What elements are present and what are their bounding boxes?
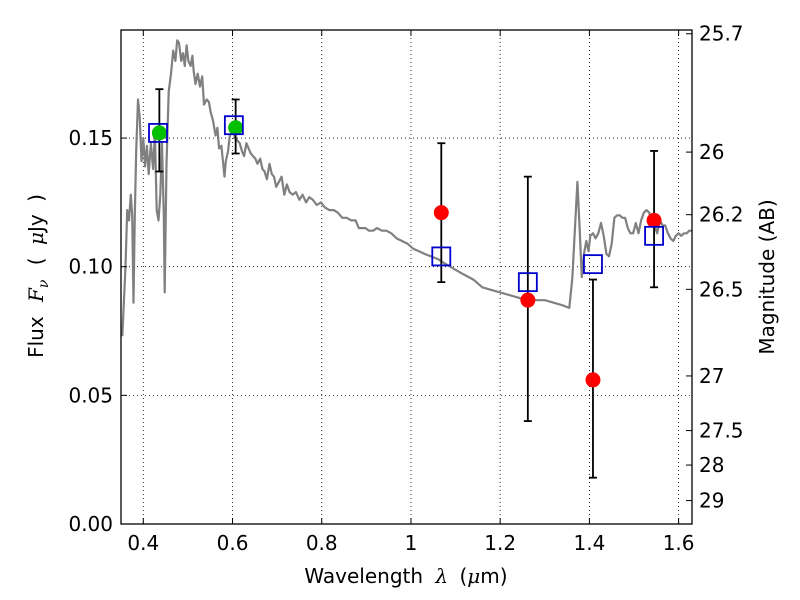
magnitude-tick-label: 28 [699, 453, 724, 477]
x-tick-label: 1.4 [573, 531, 605, 555]
plot-background [121, 30, 692, 524]
model-boxes [148, 115, 664, 293]
magnitude-axis-title: Magnitude (AB) [755, 199, 779, 354]
y-tick-label: 0.00 [68, 512, 113, 536]
magnitude-tick-label: 25.7 [699, 22, 744, 46]
observed-point [520, 292, 536, 308]
observed-point [433, 205, 449, 221]
y-tick-label: 0.15 [68, 126, 113, 150]
model-box [644, 225, 664, 246]
y-tick-label: 0.10 [68, 255, 113, 279]
magnitude-axis-ticks: 25.7 26 26.2 26.5 27 27.5 28 29 [686, 22, 744, 513]
x-axis-ticks: 0.4 0.6 0.8 1 1.2 1.4 1.6 [127, 30, 695, 555]
sed-line [121, 39, 692, 337]
x-tick-label: 0.4 [127, 531, 159, 555]
magnitude-tick-label: 27 [699, 364, 724, 388]
magnitude-tick-label: 29 [699, 489, 724, 513]
plot-frame [120, 29, 693, 525]
x-tick-label: 1.2 [484, 531, 516, 555]
y-axis-title: Flux Fν ( μJy ) [24, 194, 53, 358]
model-box [148, 123, 168, 143]
observed-point [151, 125, 167, 141]
model-box [223, 115, 244, 136]
y-tick-label: 0.05 [68, 383, 113, 407]
magnitude-tick-label: 27.5 [699, 419, 744, 443]
observed-point [646, 212, 662, 228]
x-tick-label: 1.6 [663, 531, 695, 555]
observed-points [151, 120, 662, 388]
model-box [517, 272, 538, 293]
model-box [431, 246, 452, 267]
magnitude-tick-label: 26 [699, 140, 724, 164]
observed-point [228, 120, 244, 136]
sed-series [121, 39, 692, 337]
x-axis-title: Wavelength λ (μm) [304, 564, 507, 588]
magnitude-tick-label: 26.5 [699, 277, 744, 301]
observed-point [585, 372, 601, 388]
magnitude-tick-label: 26.2 [699, 203, 744, 227]
y-axis-ticks: 0.00 0.05 0.10 0.15 [68, 126, 127, 536]
model-box [583, 254, 603, 275]
x-tick-label: 0.8 [306, 531, 338, 555]
x-tick-label: 1 [405, 531, 418, 555]
x-tick-label: 0.6 [217, 531, 249, 555]
